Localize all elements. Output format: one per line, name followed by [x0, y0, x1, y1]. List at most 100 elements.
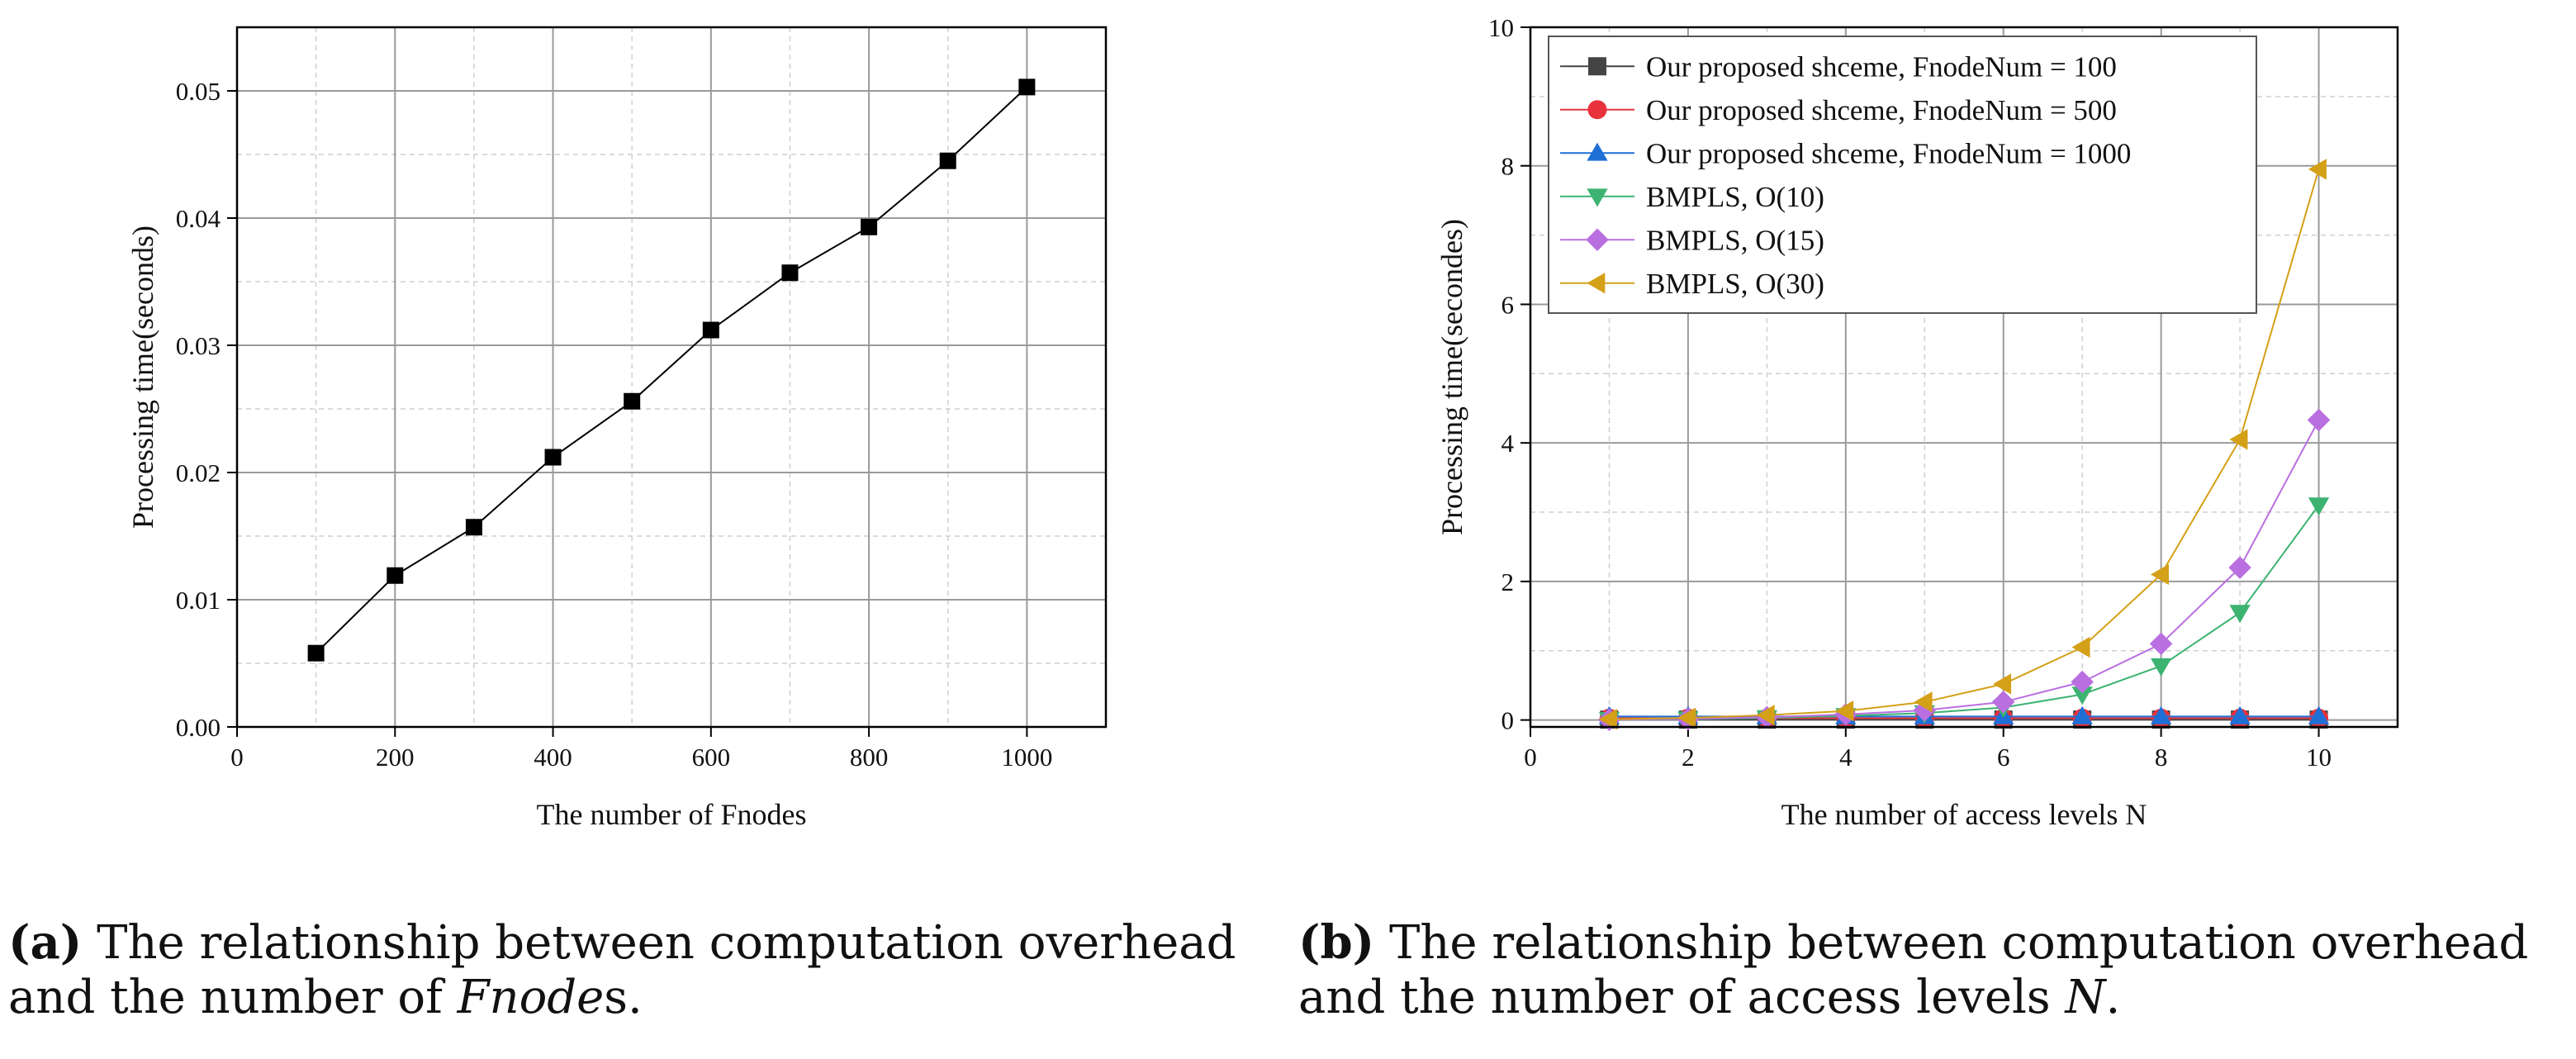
- x-axis-label: The number of access levels N: [1781, 798, 2147, 831]
- series-5: [1597, 408, 2331, 732]
- legend-marker: [1588, 57, 1606, 76]
- series-line: [315, 86, 1028, 654]
- data-point: [2149, 632, 2173, 656]
- data-point: [1598, 709, 1617, 730]
- y-tick-label: 8: [1501, 152, 1515, 181]
- legend-label: BMPLS, O(10): [1646, 181, 1824, 213]
- series-3: [1598, 705, 2330, 724]
- plot-frame: [1529, 26, 2399, 729]
- chart-a: 0 200 400 600 800 1000 0.00 0.01 0.02 0.03 0.04 0.0…: [126, 26, 1108, 831]
- data-point: [465, 519, 482, 536]
- data-point: [702, 321, 719, 339]
- x-axis-label: The number of Fnodes: [537, 798, 807, 831]
- legend-label: Our proposed shceme, FnodeNum = 1000: [1646, 137, 2131, 169]
- data-point: [2229, 429, 2248, 450]
- data-point: [781, 264, 799, 282]
- x-tick-label: 8: [2155, 743, 2168, 772]
- series-line: [1609, 169, 2320, 720]
- data-point: [2229, 705, 2251, 724]
- legend-marker: [1587, 273, 1606, 294]
- major-grid: [237, 27, 1106, 727]
- data-point: [2229, 605, 2251, 624]
- x-tick-label: 6: [1997, 743, 2010, 772]
- legend-item: BMPLS, O(10): [1560, 181, 1824, 213]
- y-axis-label: Processing time(seconds): [126, 226, 159, 529]
- data-point: [2150, 658, 2172, 677]
- legend-marker: [1586, 228, 1609, 251]
- data-point: [1677, 707, 1696, 729]
- data-point: [861, 218, 878, 235]
- data-point: [2308, 705, 2330, 724]
- caption-b-line2-italic: N: [2065, 971, 2106, 1024]
- data-point: [1993, 673, 2012, 695]
- legend-item: BMPLS, O(15): [1560, 224, 1824, 256]
- axis-ticks: 0 200 400 600 800 1000 0.00 0.01 0.02 0.03 0.04 0.0…: [176, 77, 1053, 772]
- caption-a-line2-italic: Fnode: [457, 971, 605, 1024]
- series-line: [1609, 505, 2320, 721]
- x-tick-label: 200: [376, 743, 415, 772]
- legend-label: BMPLS, O(30): [1646, 268, 1824, 300]
- series-1: [307, 78, 1036, 662]
- data-point: [2150, 705, 2172, 724]
- y-tick-label: 4: [1501, 429, 1515, 458]
- x-tick-label: 1000: [1001, 743, 1052, 772]
- legend-marker: [1587, 142, 1608, 161]
- minor-grid: [237, 27, 1106, 727]
- legend-marker: [1587, 188, 1608, 207]
- y-tick-label: 0.03: [176, 331, 221, 360]
- data-point: [2228, 556, 2251, 579]
- data-point: [1991, 691, 2015, 714]
- data-point: [2307, 408, 2331, 432]
- legend: Our proposed shceme, FnodeNum = 100 Our p…: [1548, 36, 2257, 314]
- data-point: [2071, 705, 2093, 724]
- axis-ticks: 0 2 4 6 8 10 0 2 4 6 8 10: [1488, 13, 2332, 772]
- y-tick-label: 2: [1501, 567, 1515, 596]
- data-point: [624, 392, 641, 410]
- caption-a-line2-post: s.: [604, 971, 643, 1024]
- series-line: [1609, 420, 2320, 721]
- data-point: [307, 644, 325, 662]
- y-tick-label: 0.00: [176, 713, 221, 742]
- data-point: [2071, 636, 2090, 658]
- x-tick-label: 4: [1839, 743, 1853, 772]
- data-point: [1914, 691, 1933, 713]
- legend-label: Our proposed shceme, FnodeNum = 100: [1646, 50, 2117, 83]
- data-point: [2071, 670, 2094, 694]
- caption-b-line2-post: .: [2105, 971, 2121, 1024]
- caption-b-line1: The relationship between computation ove…: [1388, 916, 2529, 970]
- legend-item: Our proposed shceme, FnodeNum = 1000: [1560, 137, 2131, 169]
- y-tick-label: 0.02: [176, 458, 221, 487]
- data-point: [544, 449, 562, 466]
- data-point: [2150, 563, 2169, 586]
- series-4: [1598, 497, 2330, 731]
- data-point: [939, 152, 956, 169]
- y-tick-label: 0.05: [176, 77, 221, 106]
- caption-a-label: (a): [8, 915, 83, 970]
- chart-b: 0 2 4 6 8 10 0 2 4 6 8 10 The number of access level…: [1435, 13, 2399, 831]
- y-axis-label: Processing time(secondes): [1435, 219, 1468, 535]
- caption-a-line1: The relationship between computation ove…: [97, 916, 1236, 970]
- caption-b-label: (b): [1298, 915, 1375, 970]
- caption-b-line2-pre: and the number of access levels: [1298, 971, 2066, 1024]
- y-tick-label: 0.04: [176, 204, 221, 233]
- legend-item: Our proposed shceme, FnodeNum = 500: [1560, 94, 2117, 126]
- series-6: [1598, 159, 2327, 730]
- data-point: [387, 567, 404, 584]
- data-point: [1018, 78, 1036, 96]
- data-point: [2308, 159, 2327, 180]
- x-tick-label: 0: [1524, 743, 1537, 772]
- legend-item: BMPLS, O(30): [1560, 268, 1824, 300]
- x-tick-label: 0: [230, 743, 244, 772]
- data-point: [2071, 686, 2093, 705]
- legend-item: Our proposed shceme, FnodeNum = 100: [1560, 50, 2117, 83]
- legend-label: BMPLS, O(15): [1646, 224, 1824, 256]
- plot-frame: [235, 26, 1108, 729]
- y-tick-label: 0: [1501, 706, 1515, 735]
- data-point: [2308, 497, 2330, 516]
- caption-a: (a) The relationship between computation…: [8, 915, 1297, 1025]
- y-tick-label: 0.01: [176, 586, 221, 615]
- caption-b: (b) The relationship between computation…: [1298, 915, 2574, 1025]
- y-tick-label: 6: [1501, 290, 1515, 319]
- data-point: [1835, 700, 1854, 722]
- x-tick-label: 800: [850, 743, 889, 772]
